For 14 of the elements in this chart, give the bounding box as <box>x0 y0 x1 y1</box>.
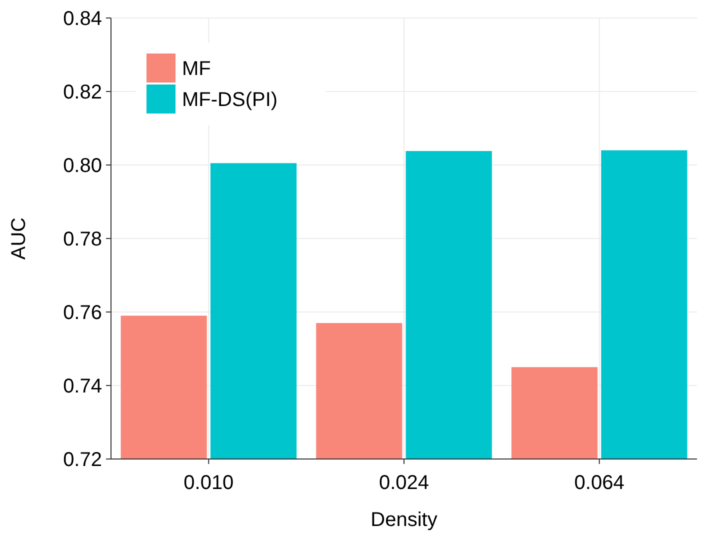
y-tick-label: 0.84 <box>63 8 102 30</box>
y-tick-label: 0.72 <box>63 449 102 471</box>
y-tick-label: 0.80 <box>63 155 102 177</box>
y-tick-label: 0.78 <box>63 228 102 250</box>
legend-label: MF-DS(PI) <box>182 89 278 111</box>
y-tick-label: 0.76 <box>63 302 102 324</box>
y-tick-label: 0.74 <box>63 376 102 398</box>
x-axis-title: Density <box>370 509 438 531</box>
y-tick-label: 0.82 <box>63 82 102 104</box>
x-tick-label: 0.064 <box>574 472 624 494</box>
legend-label: MF <box>182 58 211 80</box>
y-axis-title: AUC <box>8 217 30 260</box>
x-tick-label: 0.010 <box>184 472 234 494</box>
x-tick-label: 0.024 <box>378 472 430 494</box>
